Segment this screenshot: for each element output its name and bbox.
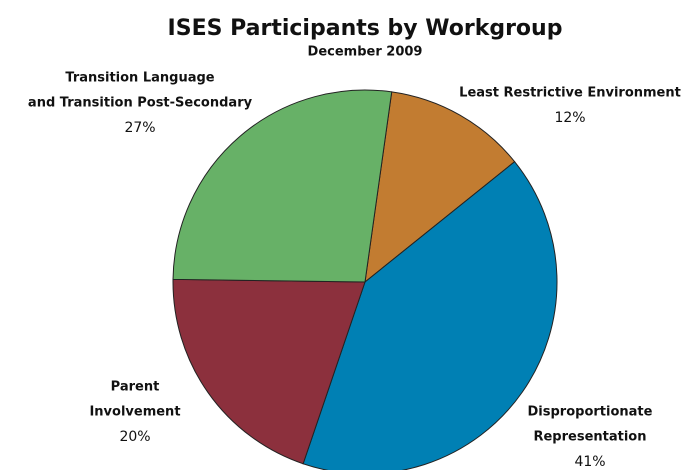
slice-value-label: 20%: [119, 429, 150, 445]
pie-slice: [364, 91, 516, 284]
slice-label: Parent: [111, 380, 160, 395]
slice-label: Least Restrictive Environment: [459, 86, 681, 101]
pie-slice: [172, 278, 366, 465]
slice-value-label: 27%: [124, 120, 155, 136]
chart-subtitle: December 2009: [308, 45, 423, 60]
slice-value-label: 12%: [554, 110, 585, 126]
slice-value-label: 41%: [574, 454, 605, 470]
slice-label: and Transition Post-Secondary: [28, 96, 253, 111]
slice-label: Involvement: [89, 405, 180, 420]
slice-label: Representation: [533, 430, 646, 445]
slice-label: Transition Language: [65, 71, 214, 86]
slice-label: Disproportionate: [528, 405, 653, 420]
pie-slice: [172, 89, 393, 283]
chart-title: ISES Participants by Workgroup: [168, 16, 563, 41]
